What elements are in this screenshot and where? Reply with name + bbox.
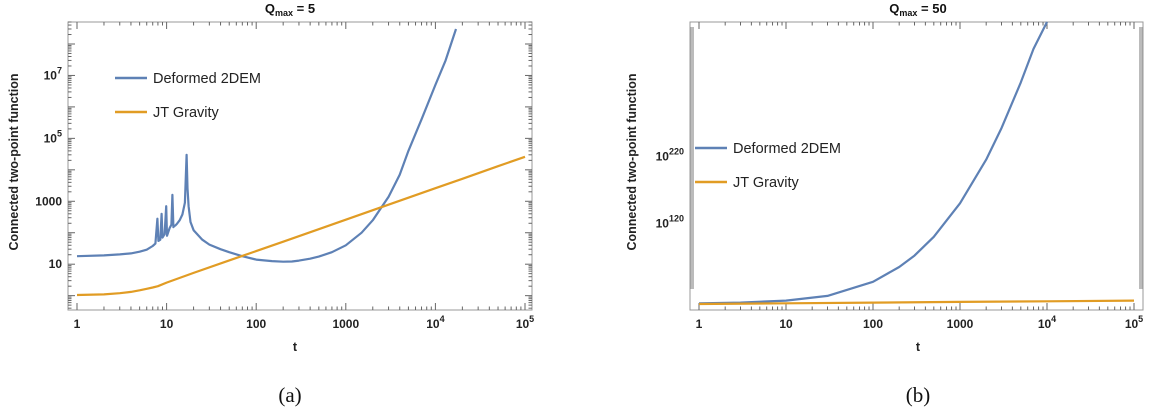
legend-label-jt-gravity: JT Gravity	[733, 175, 800, 191]
legend-label-jt-gravity: JT Gravity	[153, 105, 220, 121]
y-tick-label: 10220	[656, 146, 684, 163]
y-tick-label: 105	[44, 128, 62, 145]
y-tick-label: 107	[44, 65, 62, 82]
x-tick-label: 104	[426, 314, 444, 331]
series-line-jt-gravity	[76, 155, 526, 297]
panel-a-frame	[67, 21, 533, 311]
panel-a-ylabel: Connected two-point function	[7, 73, 21, 250]
x-tick-label: 100	[863, 317, 883, 331]
x-tick-label: 105	[1125, 314, 1143, 331]
y-tick-label: 10120	[656, 213, 684, 230]
panel-a-caption: (a)	[278, 383, 301, 407]
panel-b-caption: (b)	[906, 383, 931, 407]
y-tick-label: 1000	[35, 194, 62, 208]
x-tick-label: 10	[160, 317, 174, 331]
panel-b-title: Qmax = 50	[889, 1, 946, 18]
x-tick-label: 1000	[947, 317, 974, 331]
panel-b-frame	[689, 21, 1144, 311]
legend-label-deformed-2dem: Deformed 2DEM	[153, 71, 261, 87]
x-tick-label: 1000	[332, 317, 359, 331]
panel-a-title: Qmax = 5	[265, 1, 315, 18]
panel-b: 1 10 100 1000 104 105 10120 10220 10320 Deformed …	[656, 0, 1144, 331]
panel-a: 1 10 100 1000 104 105 10 1000 105 107 Deformed 2DE…	[35, 21, 534, 331]
y-tick-label: 10	[49, 257, 63, 271]
panel-b-xlabel: t	[916, 340, 921, 354]
panel-a-xlabel: t	[293, 340, 298, 354]
x-tick-label: 104	[1038, 314, 1056, 331]
x-tick-label: 105	[516, 314, 534, 331]
x-tick-label: 100	[246, 317, 266, 331]
y-tick-label: 10320	[656, 0, 684, 3]
series-line-jt-gravity	[698, 299, 1135, 306]
x-tick-label: 1	[696, 317, 703, 331]
series-line-deformed-2dem	[698, 21, 1048, 305]
series-line-deformed-2dem	[76, 28, 458, 263]
x-tick-label: 10	[779, 317, 793, 331]
panel-b-ylabel: Connected two-point function	[625, 73, 639, 250]
legend-label-deformed-2dem: Deformed 2DEM	[733, 141, 841, 157]
x-tick-label: 1	[74, 317, 81, 331]
